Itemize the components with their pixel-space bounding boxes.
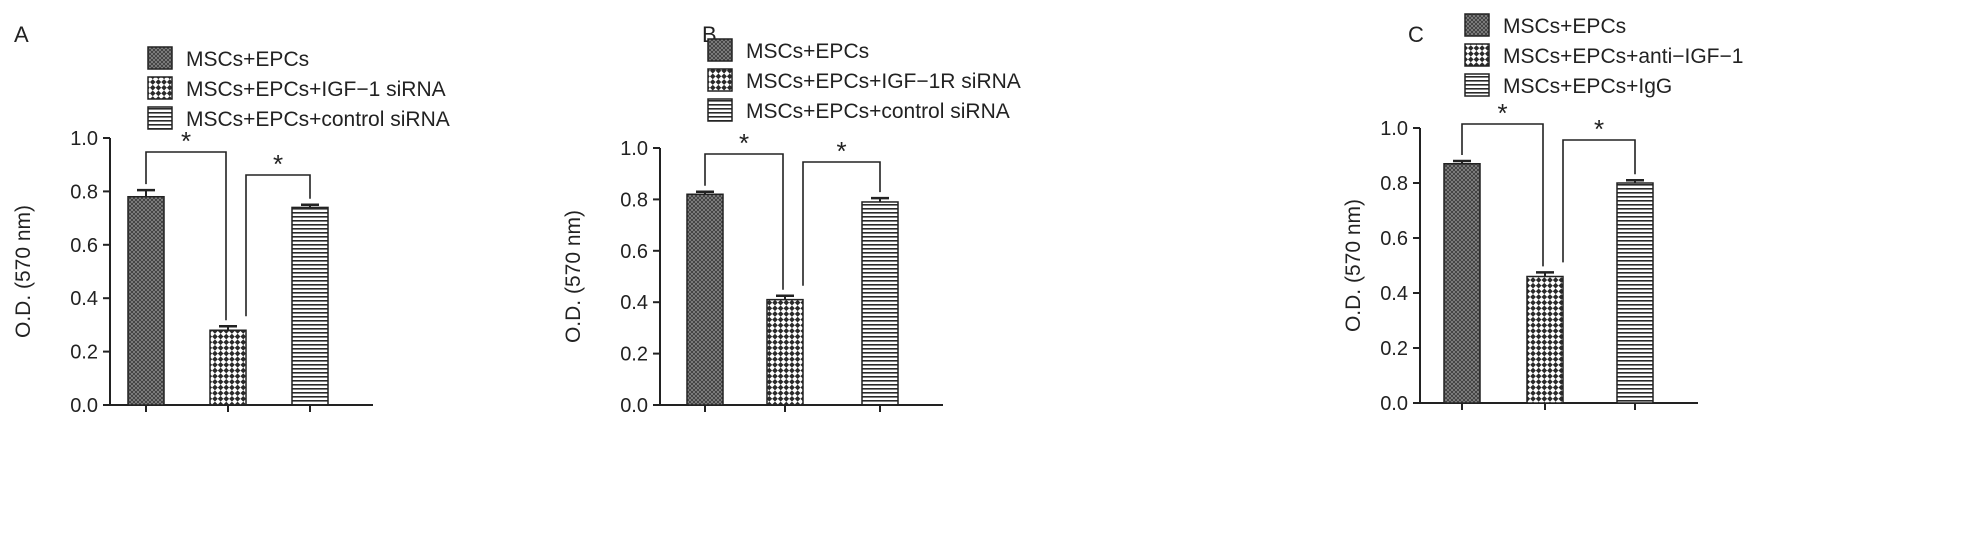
legend-swatch (147, 46, 173, 70)
y-tick-label: 0.2 (70, 342, 98, 364)
y-tick-label: 0.2 (620, 344, 648, 366)
bar-1 (686, 193, 724, 406)
y-tick-label: 0.6 (620, 241, 648, 263)
legend-label: MSCs+EPCs (746, 40, 869, 63)
panel-label: A (14, 22, 29, 47)
bar-2 (209, 329, 247, 406)
y-tick-label: 0.8 (70, 181, 98, 203)
significance-bracket (704, 153, 784, 290)
significance-star: * (273, 149, 283, 179)
bar-3 (1616, 182, 1654, 404)
panel-label: C (1408, 22, 1424, 47)
y-axis-label: O.D. (570 nm) (12, 205, 35, 338)
y-tick-label: 0.6 (70, 235, 98, 257)
chart-panel-b: B0.00.20.40.60.81.0O.D. (570 nm)* *MSCs+E… (562, 22, 1021, 417)
legend-swatch (707, 68, 733, 92)
y-tick-label: 0.2 (1380, 338, 1408, 360)
legend-label: MSCs+EPCs+IGF−1R siRNA (746, 70, 1021, 93)
legend-label: MSCs+EPCs (186, 48, 309, 71)
significance-star: * (836, 136, 846, 166)
legend-label: MSCs+EPCs+control siRNA (746, 100, 1010, 123)
bar-1 (1443, 163, 1481, 404)
legend-swatch (707, 38, 733, 62)
y-axis-label: O.D. (570 nm) (562, 210, 585, 343)
chart-panel-a: A0.00.20.40.60.81.0O.D. (570 nm)**MSCs+E… (12, 22, 450, 417)
y-tick-label: 0.4 (70, 288, 98, 310)
y-tick-label: 0.0 (620, 395, 648, 417)
y-tick-label: 1.0 (1380, 118, 1408, 140)
bar-3 (861, 201, 899, 406)
y-axis-label: O.D. (570 nm) (1342, 199, 1365, 332)
y-tick-label: 0.8 (1380, 173, 1408, 195)
significance-star: * (1594, 114, 1604, 144)
significance-bracket (1562, 139, 1636, 263)
significance-star: * (181, 126, 191, 156)
y-tick-label: 1.0 (620, 138, 648, 160)
bar-1 (127, 195, 165, 406)
legend-swatch (1464, 13, 1490, 37)
y-tick-label: 0.6 (1380, 228, 1408, 250)
significance-star: * (739, 128, 749, 158)
legend-label: MSCs+EPCs+IGF−1 siRNA (186, 78, 446, 101)
legend-swatch (1464, 73, 1490, 97)
legend-swatch (147, 76, 173, 100)
legend-swatch (1464, 43, 1490, 67)
y-tick-label: 0.0 (70, 395, 98, 417)
y-tick-label: 0.4 (620, 292, 648, 314)
significance-bracket (1461, 123, 1544, 267)
y-tick-label: 0.0 (1380, 393, 1408, 415)
significance-bracket (145, 151, 227, 321)
legend-swatch (147, 106, 173, 130)
y-tick-label: 0.4 (1380, 283, 1408, 305)
y-tick-label: 1.0 (70, 128, 98, 150)
chart-panel-c: C0.00.20.40.60.81.0O.D. (570 nm)**MSCs+E… (1342, 13, 1743, 415)
legend-label: MSCs+EPCs (1503, 15, 1626, 38)
legend-swatch (707, 98, 733, 122)
significance-bracket (245, 174, 311, 317)
y-tick-label: 0.8 (620, 189, 648, 211)
legend-label: MSCs+EPCs+IgG (1503, 75, 1672, 98)
legend-label: MSCs+EPCs+control siRNA (186, 108, 450, 131)
bar-2 (1526, 275, 1564, 404)
legend-label: MSCs+EPCs+anti−IGF−1 (1503, 45, 1743, 68)
bar-3 (291, 206, 329, 406)
bar-2 (766, 298, 804, 406)
significance-bracket (802, 161, 881, 286)
significance-star: * (1497, 98, 1507, 128)
